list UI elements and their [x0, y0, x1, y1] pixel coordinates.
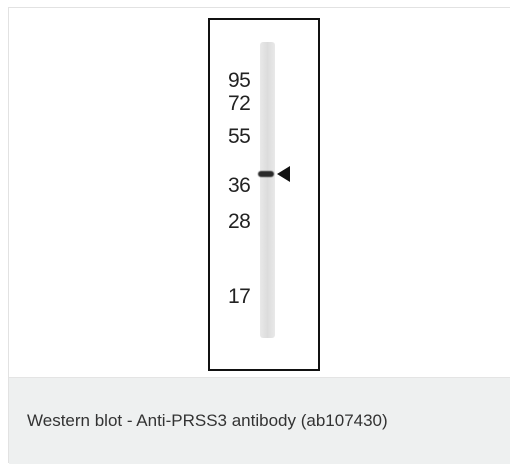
caption-bar: Western blot - Anti-PRSS3 antibody (ab10… — [9, 377, 510, 464]
blot-lane — [260, 42, 275, 338]
marker-72: 72 — [228, 92, 251, 115]
marker-95: 95 — [228, 69, 251, 92]
figure-caption: Western blot - Anti-PRSS3 antibody (ab10… — [27, 411, 388, 430]
figure-image-area: 95 72 55 36 28 17 — [9, 8, 510, 377]
marker-36: 36 — [228, 174, 251, 197]
band-arrow-icon — [277, 166, 290, 182]
marker-28: 28 — [228, 210, 251, 233]
western-blot-image: 95 72 55 36 28 17 — [208, 18, 320, 371]
marker-17: 17 — [228, 285, 251, 308]
marker-55: 55 — [228, 125, 251, 148]
blot-band — [258, 171, 274, 177]
figure-card: 95 72 55 36 28 17 Western blot - Anti-PR… — [8, 7, 510, 464]
